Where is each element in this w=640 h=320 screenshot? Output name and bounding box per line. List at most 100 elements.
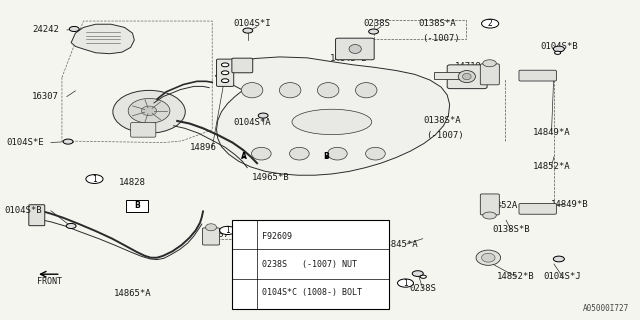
Text: 0104S*B: 0104S*B <box>4 206 42 215</box>
Text: 0104S*C (1008-) BOLT: 0104S*C (1008-) BOLT <box>262 288 362 297</box>
Ellipse shape <box>280 83 301 98</box>
Ellipse shape <box>463 73 471 80</box>
Text: A: A <box>241 152 247 161</box>
Text: 16307: 16307 <box>32 92 59 101</box>
Text: 14852*B: 14852*B <box>497 272 535 281</box>
Polygon shape <box>215 57 450 175</box>
Ellipse shape <box>317 83 339 98</box>
Text: 24242: 24242 <box>32 25 59 35</box>
Circle shape <box>221 79 229 83</box>
Ellipse shape <box>205 224 216 231</box>
Ellipse shape <box>252 147 271 160</box>
Circle shape <box>220 226 236 235</box>
Text: 14845*B: 14845*B <box>330 54 368 63</box>
FancyBboxPatch shape <box>216 59 234 86</box>
Text: 1: 1 <box>403 279 408 288</box>
Ellipse shape <box>481 253 495 262</box>
FancyBboxPatch shape <box>519 204 556 214</box>
Circle shape <box>63 139 73 144</box>
FancyBboxPatch shape <box>243 156 245 157</box>
Circle shape <box>397 279 413 287</box>
Text: F92609: F92609 <box>262 232 292 241</box>
FancyBboxPatch shape <box>434 72 468 79</box>
Text: B: B <box>134 202 140 211</box>
FancyBboxPatch shape <box>324 156 327 157</box>
FancyBboxPatch shape <box>232 58 253 73</box>
Text: (-1007): (-1007) <box>422 34 460 43</box>
FancyBboxPatch shape <box>126 200 148 212</box>
Ellipse shape <box>349 44 362 53</box>
Text: 14719: 14719 <box>454 62 481 71</box>
Text: 14828: 14828 <box>119 178 146 187</box>
Text: 1: 1 <box>92 174 97 184</box>
Text: 0238S   (-1007) NUT: 0238S (-1007) NUT <box>262 260 357 268</box>
Ellipse shape <box>128 99 170 123</box>
Circle shape <box>420 275 426 278</box>
Text: 14865*A: 14865*A <box>114 289 151 298</box>
Circle shape <box>69 27 79 32</box>
Text: 0104S*E: 0104S*E <box>6 138 44 147</box>
FancyBboxPatch shape <box>131 123 156 137</box>
Text: 0138S*A: 0138S*A <box>419 19 456 28</box>
FancyBboxPatch shape <box>481 194 499 215</box>
Text: 14965*B: 14965*B <box>252 173 289 182</box>
FancyBboxPatch shape <box>202 228 220 245</box>
Text: 0238S: 0238S <box>364 19 390 28</box>
Ellipse shape <box>483 60 496 67</box>
Text: 3: 3 <box>243 290 247 296</box>
Circle shape <box>237 260 253 268</box>
Ellipse shape <box>292 109 372 135</box>
Text: (-1007): (-1007) <box>426 131 464 140</box>
Text: 22442: 22442 <box>225 60 252 69</box>
Ellipse shape <box>289 147 309 160</box>
Circle shape <box>554 46 564 52</box>
Circle shape <box>237 232 253 240</box>
Text: 2: 2 <box>488 19 493 28</box>
Text: A05000I727: A05000I727 <box>583 304 629 313</box>
Circle shape <box>555 51 561 54</box>
Text: 0104S*B: 0104S*B <box>540 42 578 51</box>
Text: 1: 1 <box>243 233 247 239</box>
Circle shape <box>259 113 268 118</box>
Circle shape <box>86 175 103 183</box>
Circle shape <box>221 63 229 67</box>
Ellipse shape <box>113 90 185 133</box>
FancyBboxPatch shape <box>335 38 374 60</box>
Circle shape <box>237 288 253 297</box>
Ellipse shape <box>458 70 476 83</box>
Text: 14845*A: 14845*A <box>381 240 418 249</box>
Circle shape <box>554 256 564 262</box>
Text: B: B <box>323 152 328 161</box>
Text: 0104S*A: 0104S*A <box>234 118 271 127</box>
Text: 0238S: 0238S <box>409 284 436 293</box>
Text: 1: 1 <box>225 226 230 235</box>
FancyBboxPatch shape <box>29 205 45 226</box>
FancyBboxPatch shape <box>232 220 389 309</box>
Text: 0138S*B: 0138S*B <box>492 225 530 234</box>
Text: 14849*A: 14849*A <box>532 128 570 137</box>
Polygon shape <box>71 24 134 54</box>
FancyBboxPatch shape <box>519 70 556 81</box>
Ellipse shape <box>355 83 377 98</box>
Circle shape <box>481 19 499 28</box>
FancyBboxPatch shape <box>481 64 499 85</box>
FancyBboxPatch shape <box>447 65 487 89</box>
Ellipse shape <box>141 106 157 116</box>
Text: 2: 2 <box>243 261 247 267</box>
Ellipse shape <box>365 147 385 160</box>
Circle shape <box>369 29 378 34</box>
Text: 24037: 24037 <box>202 230 228 239</box>
Ellipse shape <box>476 250 500 265</box>
Ellipse shape <box>483 212 496 219</box>
Text: 0104S*J: 0104S*J <box>544 272 581 281</box>
Circle shape <box>221 71 229 75</box>
Circle shape <box>412 271 423 276</box>
Ellipse shape <box>241 83 263 98</box>
Text: 14896: 14896 <box>189 143 216 152</box>
Text: 14852A: 14852A <box>486 202 518 211</box>
Text: 0138S*A: 0138S*A <box>424 116 461 125</box>
Text: 0104S*I: 0104S*I <box>234 19 271 28</box>
Circle shape <box>66 223 76 228</box>
Text: 14849*B: 14849*B <box>551 200 589 209</box>
Ellipse shape <box>328 147 348 160</box>
